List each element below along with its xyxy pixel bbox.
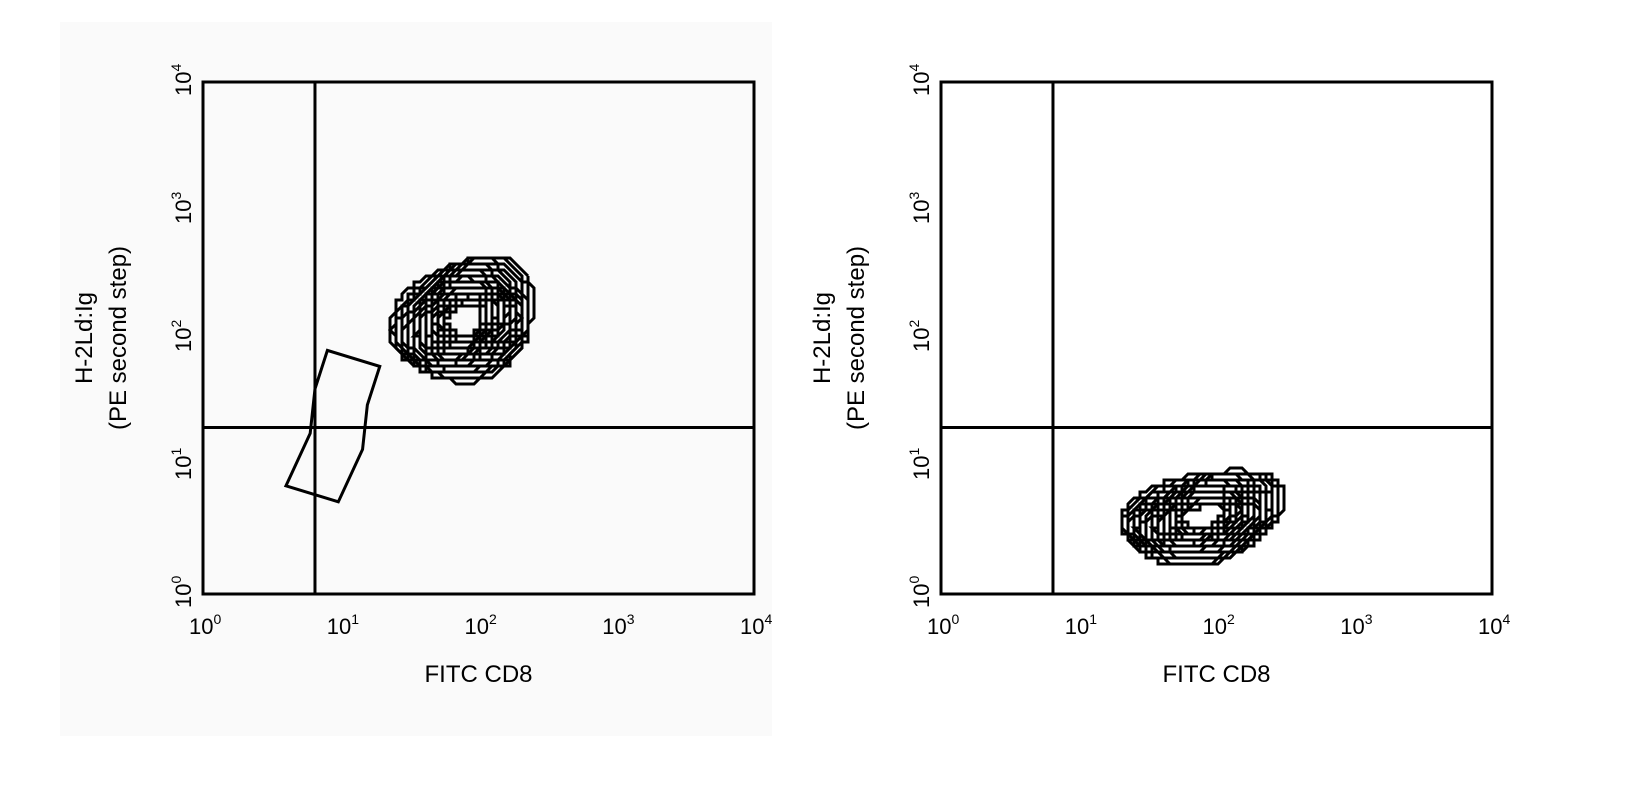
y-axis-label-line-1: H-2Ld:Ig — [71, 292, 98, 384]
left-panel-background — [60, 22, 772, 736]
x-tick-label: 101 — [1065, 611, 1097, 639]
x-axis-label: FITC CD8 — [1163, 661, 1271, 688]
contour-level — [1130, 478, 1262, 554]
y-tick-label: 100 — [168, 576, 196, 608]
contour-level — [418, 274, 518, 362]
contour-level — [442, 304, 482, 338]
y-tick-label: 101 — [906, 448, 934, 480]
y-tick-label: 103 — [168, 192, 196, 224]
x-tick-label: 102 — [465, 611, 497, 639]
contour-group — [1120, 466, 1286, 566]
x-tick-label: 104 — [740, 611, 772, 639]
contour-level — [1120, 466, 1286, 566]
x-tick-label: 103 — [1340, 611, 1372, 639]
y-tick-label: 102 — [168, 320, 196, 352]
chart-panel-2: 100 101 102 103 104 100 101 102 103 104 FITC CD8 H-… — [809, 64, 1510, 688]
x-tick-label: 104 — [1478, 611, 1510, 639]
contour-group — [283, 256, 536, 504]
y-tick-label: 104 — [168, 64, 196, 96]
contour-level — [430, 292, 500, 350]
x-tick-label: 102 — [1203, 611, 1235, 639]
contour-tail — [283, 348, 382, 504]
plot-frame — [939, 80, 1494, 596]
x-tick-label: 103 — [602, 611, 634, 639]
contour-level — [400, 262, 524, 368]
x-axis-label: FITC CD8 — [425, 661, 533, 688]
y-tick-label: 100 — [906, 576, 934, 608]
contour-level — [410, 274, 518, 362]
y-tick-label: 102 — [906, 320, 934, 352]
contour-level — [388, 256, 536, 386]
y-tick-label: 103 — [906, 192, 934, 224]
chart-panel-1: 100 101 102 103 104 100 101 102 103 104 FITC CD8 H-… — [71, 64, 772, 688]
y-axis-label-line-2: (PE second step) — [105, 246, 132, 430]
x-tick-label: 100 — [927, 611, 959, 639]
x-tick-label: 101 — [327, 611, 359, 639]
x-tick-label: 100 — [189, 611, 221, 639]
y-axis-label-line-1: H-2Ld:Ig — [809, 292, 836, 384]
y-axis-label-line-2: (PE second step) — [843, 246, 870, 430]
y-tick-label: 101 — [168, 448, 196, 480]
contour-level — [430, 292, 500, 350]
y-tick-label: 104 — [906, 64, 934, 96]
contour-level — [424, 280, 512, 362]
plot-frame — [201, 80, 756, 596]
